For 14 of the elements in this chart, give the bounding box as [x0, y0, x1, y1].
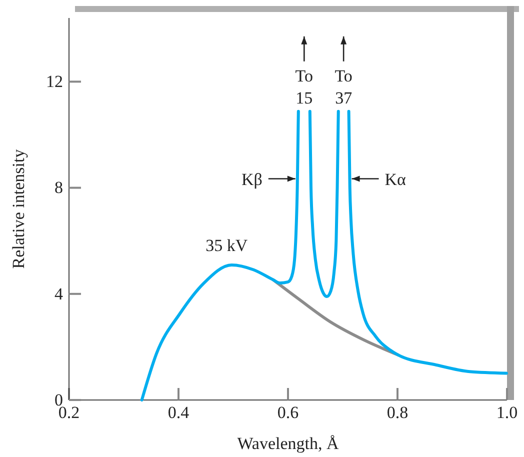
- series-label: 35 kV: [206, 236, 248, 255]
- y-tick-label: 8: [54, 178, 63, 198]
- x-tick-label: 1.0: [496, 403, 518, 422]
- x-axis-title: Wavelength, Å: [237, 434, 340, 453]
- annotation: Kα: [384, 170, 406, 189]
- annotation: To 37: [334, 66, 353, 108]
- y-tick-label: 12: [46, 72, 63, 92]
- annotation: To 15: [295, 66, 314, 108]
- y-tick-label: 4: [54, 284, 64, 304]
- x-tick-label: 0.8: [386, 403, 408, 422]
- x-tick-label: 0.4: [168, 403, 190, 422]
- annotation: Kβ: [241, 170, 262, 189]
- x-tick-label: 0.6: [277, 403, 299, 422]
- y-axis-title: Relative intensity: [9, 148, 28, 269]
